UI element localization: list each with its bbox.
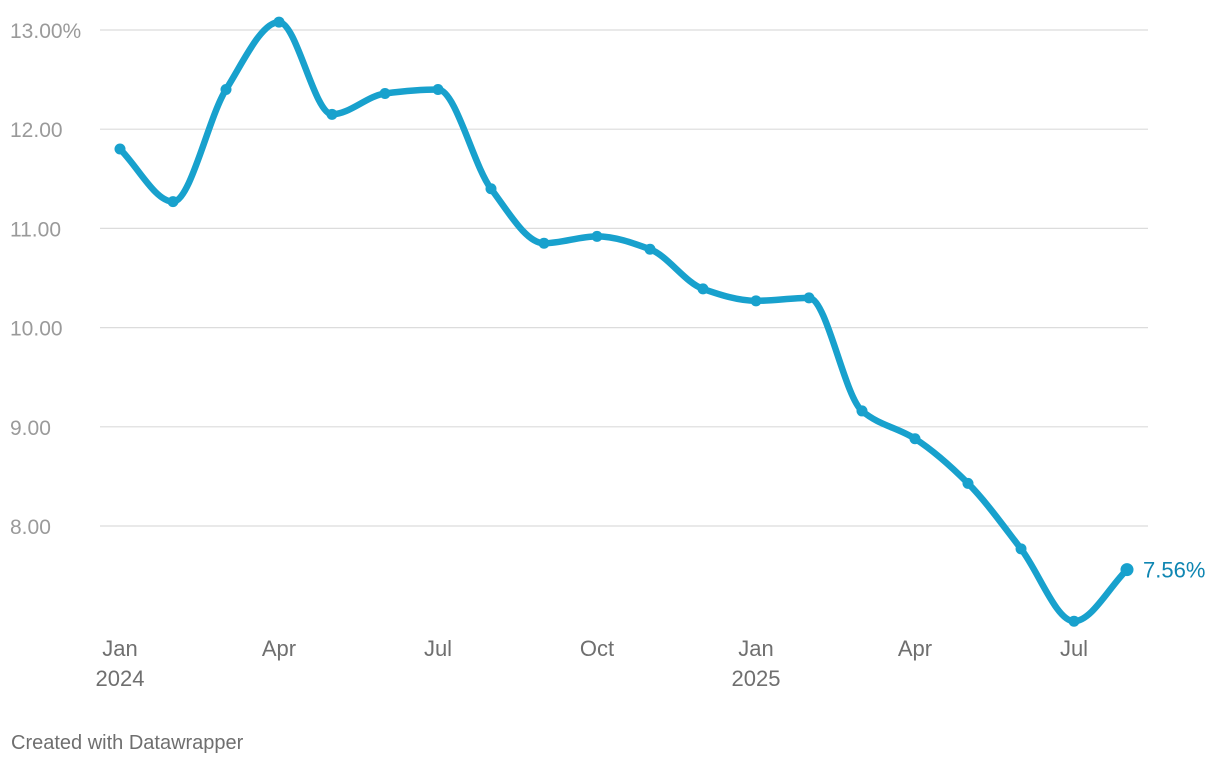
x-tick-label: Jul	[1060, 636, 1088, 661]
y-axis-ticks: 13.00% 12.00 11.00 10.00 9.00 8.00	[10, 20, 81, 539]
data-point	[1015, 543, 1027, 555]
data-point	[167, 196, 179, 208]
data-point	[538, 237, 550, 249]
data-point	[379, 87, 391, 99]
end-value-label: 7.56%	[1143, 558, 1205, 583]
data-point	[1068, 615, 1080, 627]
data-point	[750, 295, 762, 307]
data-point	[803, 292, 815, 304]
data-point	[856, 405, 868, 417]
data-point	[273, 16, 285, 28]
gridlines	[100, 29, 1148, 527]
y-tick-label: 12.00	[10, 119, 63, 142]
series-line	[116, 18, 1131, 625]
data-point	[909, 433, 921, 445]
data-point	[1120, 563, 1134, 577]
data-points	[114, 16, 1134, 627]
data-point	[962, 477, 974, 489]
series-layer	[116, 18, 1131, 625]
x-tick-label: Jan	[738, 636, 773, 661]
x-tick-label: Apr	[898, 636, 932, 661]
y-tick-label: 13.00%	[10, 20, 81, 43]
y-tick-label: 8.00	[10, 516, 51, 539]
x-tick-year-label: 2024	[96, 666, 145, 691]
data-point	[591, 230, 603, 242]
line-chart: 13.00% 12.00 11.00 10.00 9.00 8.00 Jan 2024 Apr…	[10, 16, 1205, 691]
data-point	[326, 108, 338, 120]
x-tick-label: Jul	[424, 636, 452, 661]
x-tick-label: Apr	[262, 636, 296, 661]
y-tick-label: 11.00	[10, 218, 61, 241]
data-point	[485, 183, 497, 195]
x-tick-label: Oct	[580, 636, 614, 661]
x-tick-label: Jan	[102, 636, 137, 661]
x-axis-ticks: Jan 2024 Apr Jul Oct Jan 2025 Apr Jul	[96, 636, 1089, 691]
credit-text: Created with Datawrapper	[11, 732, 244, 754]
y-tick-label: 9.00	[10, 417, 51, 440]
data-point	[644, 243, 656, 255]
annotation-layer: 7.56%	[1143, 558, 1205, 583]
data-point	[697, 283, 709, 295]
data-point	[114, 143, 126, 155]
y-tick-label: 10.00	[10, 318, 63, 341]
x-tick-year-label: 2025	[732, 666, 781, 691]
data-point	[220, 84, 232, 96]
data-point	[432, 84, 444, 96]
